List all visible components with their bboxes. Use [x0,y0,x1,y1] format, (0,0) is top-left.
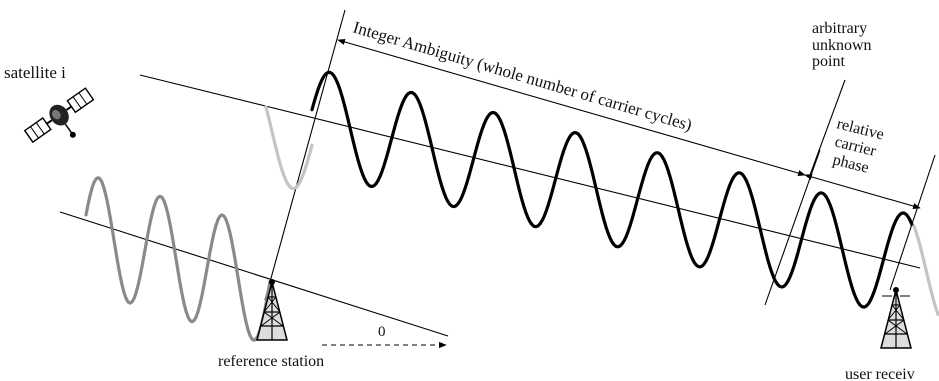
user-receiver-label: user receiv [845,366,915,381]
zero-label: 0 [378,324,386,340]
arbitrary-point-label-3: point [812,53,845,70]
antenna-tower-icon [256,279,288,341]
satellite-icon [23,87,95,144]
antenna-tower-icon [880,287,912,349]
integer-ambiguity-arrow [337,38,806,177]
satellite-label: satellite i [4,63,66,82]
arbitrary-point-label-2: unknown [812,37,872,54]
satellite-carrier-wave [310,70,914,309]
reference-carrier-wave [84,176,272,342]
reference-station-label: reference station [218,353,324,370]
arbitrary-point-label-1: arbitrary [812,20,867,37]
user-phase-line-2 [809,79,846,176]
user-tail-wave [912,224,939,317]
relative-phase-arrow [804,173,921,210]
faded-signal-wave [264,105,314,191]
arbitrary-point-line [764,149,821,306]
lower-signal-axis [59,211,449,337]
integer-ambiguity-label: Integer Ambiguity (whole number of carri… [351,18,694,135]
reference-phase-line [264,9,346,301]
